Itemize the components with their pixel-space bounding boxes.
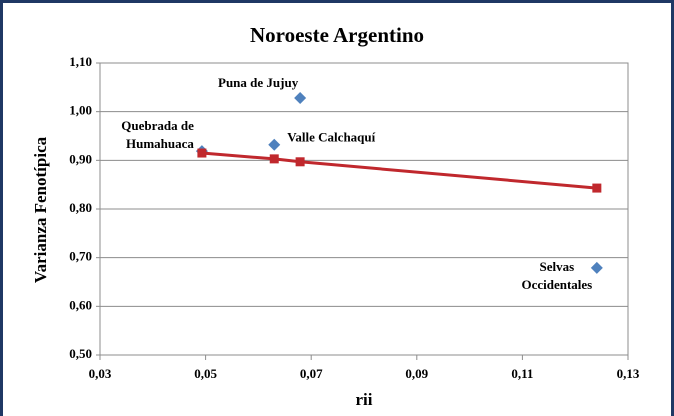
point	[268, 138, 281, 151]
point	[590, 261, 603, 274]
x-tick-label: 0,09	[405, 366, 428, 381]
y-tick-label: 0,90	[69, 151, 92, 166]
x-tick-label: 0,07	[300, 366, 323, 381]
point	[197, 148, 207, 158]
chart-title: Noroeste Argentino	[250, 23, 424, 47]
y-tick-label: 1,10	[69, 54, 92, 69]
x-tick-label: 0,13	[617, 366, 640, 381]
point-label: Valle Calchaquí	[287, 130, 375, 145]
y-tick-label: 0,70	[69, 249, 92, 264]
y-axis-label: Varianza Fenotípica	[31, 136, 50, 283]
point-label: Quebrada de	[121, 118, 194, 133]
x-axis-label: rii	[356, 390, 373, 409]
point-label: Humahuaca	[126, 136, 194, 151]
plot-area	[99, 62, 629, 356]
y-tick-label: 1,00	[69, 103, 92, 118]
y-tick-label: 0,80	[69, 200, 92, 215]
point	[295, 157, 305, 167]
trend-line	[201, 151, 597, 190]
point-label: Puna de Jujuy	[218, 75, 299, 90]
y-tick-label: 0,50	[69, 346, 92, 361]
point-label: Selvas	[540, 259, 575, 274]
point	[269, 154, 279, 164]
x-tick-label: 0,03	[89, 366, 112, 381]
y-tick-label: 0,60	[69, 297, 92, 312]
point	[294, 92, 307, 105]
x-tick-label: 0,05	[194, 366, 217, 381]
point	[592, 183, 602, 193]
point-label: Occidentales	[521, 277, 592, 292]
x-tick-label: 0,11	[511, 366, 533, 381]
